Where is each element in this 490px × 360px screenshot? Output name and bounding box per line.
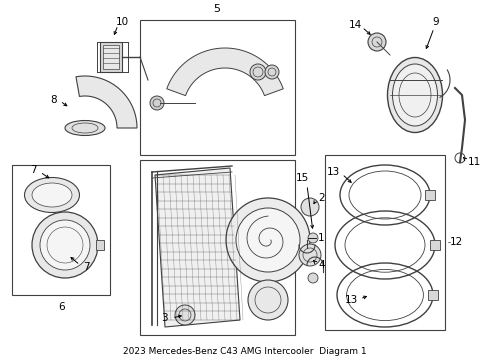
Circle shape [250,64,266,80]
Bar [140,160,295,335]
Ellipse shape [24,177,79,212]
Polygon shape [76,76,137,128]
Circle shape [150,96,164,110]
Text: 13: 13 [327,167,340,177]
Bar [12,165,110,295]
Text: 5: 5 [214,4,220,14]
FancyBboxPatch shape [428,290,438,300]
Circle shape [40,220,90,270]
Circle shape [236,208,300,272]
Text: 7: 7 [30,165,37,175]
Polygon shape [167,48,283,96]
Text: 13: 13 [345,295,358,305]
Text: 3: 3 [161,313,168,323]
Text: 1: 1 [318,233,325,243]
Circle shape [299,244,321,266]
Polygon shape [155,168,240,327]
Circle shape [308,233,318,243]
Text: 14: 14 [348,20,362,30]
Text: 4: 4 [318,260,325,270]
Circle shape [32,212,98,278]
Text: 7: 7 [83,262,90,272]
Text: 6: 6 [59,302,65,312]
Text: 2: 2 [318,193,325,203]
FancyBboxPatch shape [103,45,119,69]
FancyBboxPatch shape [100,42,122,72]
Circle shape [248,280,288,320]
FancyBboxPatch shape [96,240,104,250]
Bar [325,155,445,330]
FancyBboxPatch shape [430,240,440,250]
Text: 8: 8 [50,95,57,105]
Circle shape [308,273,318,283]
Ellipse shape [392,64,438,126]
Ellipse shape [32,183,72,207]
Bar [140,20,295,155]
Ellipse shape [65,121,105,135]
FancyBboxPatch shape [425,190,435,200]
Text: 10: 10 [116,17,128,27]
Circle shape [265,65,279,79]
Ellipse shape [388,58,442,132]
Text: 2023 Mercedes-Benz C43 AMG Intercooler  Diagram 1: 2023 Mercedes-Benz C43 AMG Intercooler D… [123,347,367,356]
Circle shape [226,198,310,282]
Circle shape [175,305,195,325]
Text: 11: 11 [468,157,481,167]
Circle shape [368,33,386,51]
Text: 15: 15 [295,173,309,183]
Text: 12: 12 [450,237,463,247]
Text: 9: 9 [433,17,440,27]
Circle shape [301,198,319,216]
